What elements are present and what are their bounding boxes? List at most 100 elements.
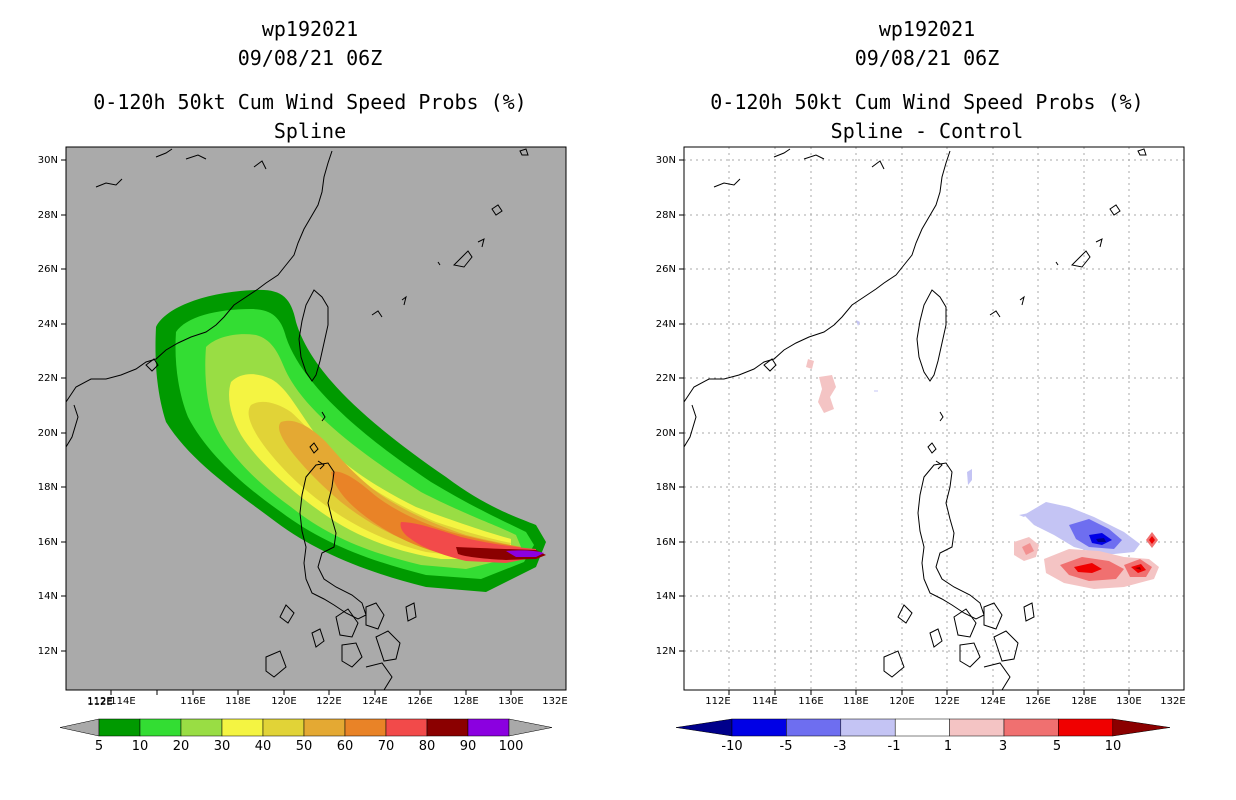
lat-label-24n: 24N <box>38 319 58 330</box>
lat-label-28n: 28N <box>38 210 58 221</box>
cbar-end-right <box>508 718 553 737</box>
lon-label-126e: 126E <box>1025 696 1050 707</box>
right-title-4: Spline - Control <box>830 119 1024 143</box>
left-colorbar <box>59 718 553 737</box>
right-title-3: 0-120h 50kt Cum Wind Speed Probs (%) <box>710 90 1144 114</box>
left-title-2: 09/08/21 06Z <box>237 46 383 70</box>
lon-label-118e: 118E <box>843 696 868 707</box>
lon-label-128e: 128E <box>1071 696 1096 707</box>
cbar-label: 40 <box>255 739 272 754</box>
lat-label-26n: 26N <box>656 264 676 275</box>
lat-label-22n: 22N <box>38 373 58 384</box>
lon-label-112e: 112E <box>87 696 112 707</box>
lon-label-114e: 114E <box>752 696 777 707</box>
cbar-swatch <box>1003 718 1059 737</box>
probability-swath <box>155 289 546 592</box>
cbar-label: 60 <box>337 739 354 754</box>
left-title-4: Spline <box>273 119 347 143</box>
right-map-frame <box>683 146 1185 691</box>
lon-label-126e: 126E <box>407 696 432 707</box>
lat-label-28n: 28N <box>656 210 676 221</box>
lat-label-12n: 12N <box>38 646 58 657</box>
cbar-swatch <box>98 718 141 737</box>
lat-label-16n: 16N <box>656 537 676 548</box>
cbar-label: 30 <box>214 739 231 754</box>
lat-label-22n: 22N <box>656 373 676 384</box>
right-map <box>679 146 1185 695</box>
lat-label-24n: 24N <box>656 319 676 330</box>
cbar-swatch <box>786 718 842 737</box>
cbar-label: 3 <box>999 739 1007 754</box>
lon-label-116e: 116E <box>798 696 823 707</box>
lon-label: 112E <box>87 697 112 708</box>
lat-label-18n: 18N <box>38 482 58 493</box>
lon-label-120e: 120E <box>889 696 914 707</box>
cbar-label: 50 <box>296 739 313 754</box>
cbar-label: 80 <box>419 739 436 754</box>
right-map-background <box>684 147 1184 690</box>
lon-label-120e: 120E <box>271 696 296 707</box>
lon-label-128e: 128E <box>453 696 478 707</box>
right-title-2: 09/08/21 06Z <box>854 46 1000 70</box>
left-lon-labels: 112E 114E <box>87 697 112 708</box>
right-axis-ticks <box>679 159 1130 695</box>
cbar-label: 90 <box>460 739 477 754</box>
left-title-3: 0-120h 50kt Cum Wind Speed Probs (%) <box>93 90 527 114</box>
cbar-end-right <box>1112 718 1171 737</box>
cbar-label: 10 <box>1105 739 1122 754</box>
cbar-label: -3 <box>834 739 847 754</box>
lon-label-116e: 116E <box>180 696 205 707</box>
cbar-label: 20 <box>173 739 190 754</box>
lon-label-132e: 132E <box>1160 696 1185 707</box>
lon-label-124e: 124E <box>980 696 1005 707</box>
left-map: 112E 114E 112E <box>61 146 567 708</box>
right-colorbar <box>675 718 1171 737</box>
right-longitude-labels: 112E 114E 116E 118E 120E 122E 124E 126E … <box>705 696 1185 707</box>
right-title-1: wp192021 <box>878 17 976 41</box>
left-longitude-labels: 112E 114E 116E 118E 120E 122E 124E 126E … <box>87 696 567 707</box>
lon-label-124e: 124E <box>362 696 387 707</box>
cbar-swatch <box>180 718 223 737</box>
lon-label-114e: 114E <box>110 696 135 707</box>
right-colorbar-labels: -10 -5 -3 -1 1 3 5 10 <box>721 739 1121 754</box>
cbar-label: -10 <box>721 739 742 754</box>
cbar-label: 5 <box>1053 739 1061 754</box>
cbar-label: -5 <box>780 739 793 754</box>
lat-label-12n: 12N <box>656 646 676 657</box>
cbar-label: 5 <box>95 739 103 754</box>
lat-label-14n: 14N <box>656 591 676 602</box>
left-title-1: wp192021 <box>261 17 359 41</box>
lat-label-26n: 26N <box>38 264 58 275</box>
lat-label-18n: 18N <box>656 482 676 493</box>
cbar-swatch <box>303 718 346 737</box>
cbar-swatch <box>426 718 469 737</box>
cbar-label: 100 <box>499 739 524 754</box>
cbar-label: 70 <box>378 739 395 754</box>
cbar-label: 1 <box>944 739 952 754</box>
cbar-label: 10 <box>132 739 149 754</box>
lat-label-30n: 30N <box>656 155 676 166</box>
lon-label-130e: 130E <box>498 696 523 707</box>
lat-label-30n: 30N <box>38 155 58 166</box>
lat-label-14n: 14N <box>38 591 58 602</box>
lat-label-20n: 20N <box>38 428 58 439</box>
cbar-swatch <box>467 718 510 737</box>
cbar-end-left <box>59 718 100 737</box>
cbar-swatch <box>221 718 264 737</box>
cbar-swatch <box>949 718 1005 737</box>
cbar-swatch <box>139 718 182 737</box>
cbar-swatch <box>1058 718 1114 737</box>
lon-label-122e: 122E <box>316 696 341 707</box>
left-map-frame <box>65 146 567 691</box>
cbar-swatch <box>731 718 787 737</box>
left-colorbar-labels: 5 10 20 30 40 50 60 70 80 90 100 <box>95 739 524 754</box>
cbar-swatch <box>385 718 428 737</box>
cbar-label: -1 <box>888 739 901 754</box>
left-axis-ticks <box>61 159 512 695</box>
lat-label-20n: 20N <box>656 428 676 439</box>
lon-label-132e: 132E <box>542 696 567 707</box>
right-latitude-labels: 12N 14N 16N 18N 20N 22N 24N 26N 28N 30N <box>656 155 676 657</box>
difference-contours <box>806 320 1159 589</box>
lat-label-16n: 16N <box>38 537 58 548</box>
